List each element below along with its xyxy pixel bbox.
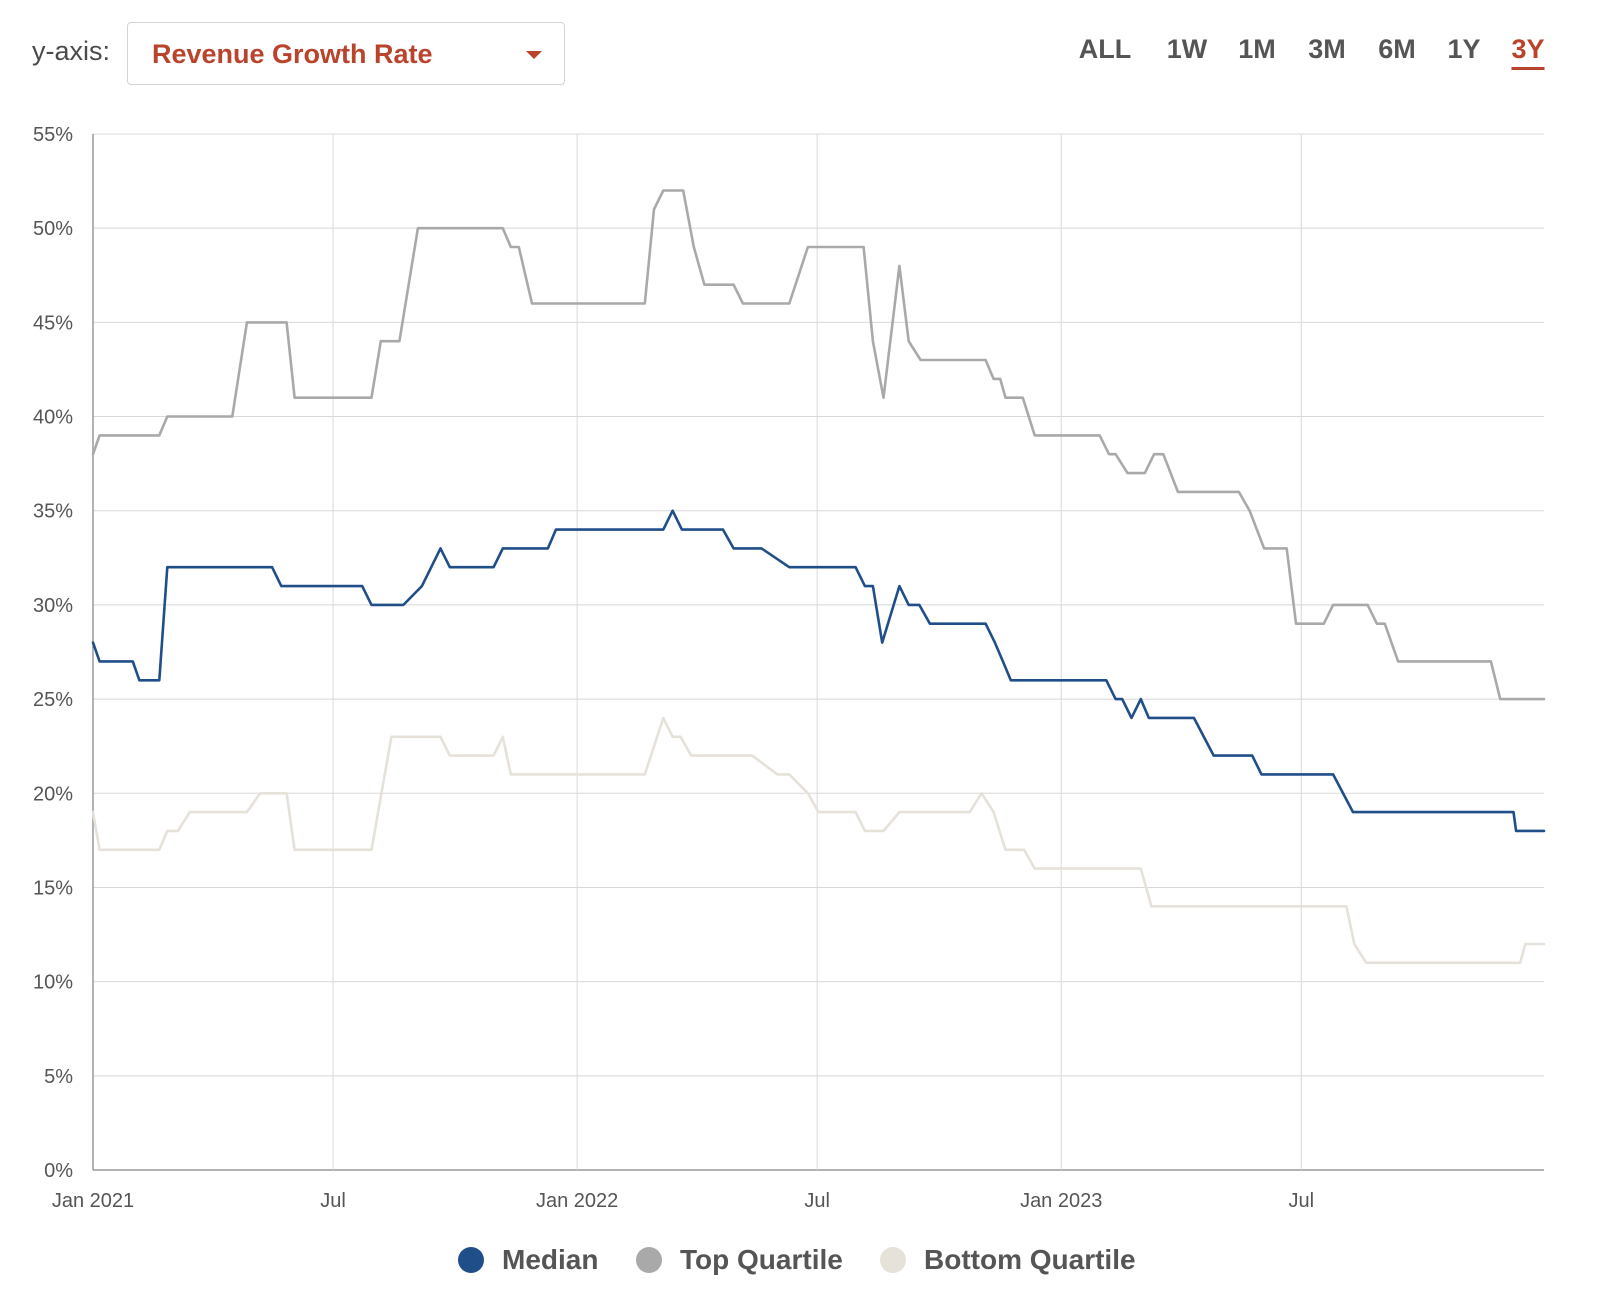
y-tick-label: 30% [33,595,73,617]
range-button-3m[interactable]: 3M [1308,34,1346,64]
range-button-1w[interactable]: 1W [1166,34,1208,64]
y-axis-ticks: 0% 5% 10% 15% 20% 25% 30% 35% 40% 45% 50% 55% [33,124,73,1182]
x-tick-label: Jul [320,1190,346,1212]
y-tick-label: 20% [33,783,73,805]
range-button-6m[interactable]: 6M [1378,34,1416,64]
line-chart: 0% 5% 10% 15% 20% 25% 30% 35% 40% 45% 50% 55% Jan 2… [33,124,1546,1212]
y-tick-label: 5% [44,1066,73,1088]
legend-label-bottom-quartile: Bottom Quartile [924,1244,1136,1275]
y-tick-label: 45% [33,312,73,334]
y-tick-label: 15% [33,877,73,899]
legend-label-top-quartile: Top Quartile [680,1244,843,1275]
metric-dropdown[interactable]: Revenue Growth Rate [127,22,565,85]
y-tick-label: 25% [33,689,73,711]
range-button-1m[interactable]: 1M [1238,34,1276,64]
range-button-3y[interactable]: 3Y [1511,34,1545,70]
y-tick-label: 0% [44,1160,73,1182]
series-line-bottom-quartile [91,716,1546,965]
x-tick-label: Jan 2022 [536,1190,618,1212]
chart-legend: Median Top Quartile Bottom Quartile [0,1240,1600,1284]
metric-dropdown-value: Revenue Growth Rate [152,39,433,69]
range-button-all[interactable]: ALL [1078,34,1132,64]
legend-label-median: Median [502,1244,599,1275]
top-quartile-swatch-icon [636,1247,662,1273]
median-swatch-icon [458,1247,484,1273]
series-line-median [91,509,1546,833]
series-line-top-quartile [91,189,1546,701]
x-tick-label: Jul [1288,1190,1314,1212]
x-axis-ticks: Jan 2021 Jul Jan 2022 Jul Jan 2023 Jul [52,1190,1314,1212]
x-tick-label: Jul [804,1190,830,1212]
range-button-1y[interactable]: 1Y [1447,34,1481,64]
chart-series [91,189,1546,965]
chart-grid [92,133,1544,1171]
y-tick-label: 50% [33,218,73,240]
x-tick-label: Jan 2021 [52,1190,134,1212]
y-tick-label: 55% [33,124,73,146]
bottom-quartile-swatch-icon [880,1247,906,1273]
y-tick-label: 40% [33,407,73,429]
caret-down-icon [526,51,542,59]
y-tick-label: 10% [33,972,73,994]
y-axis-label: y-axis: [32,36,111,66]
y-tick-label: 35% [33,501,73,523]
x-tick-label: Jan 2023 [1020,1190,1102,1212]
